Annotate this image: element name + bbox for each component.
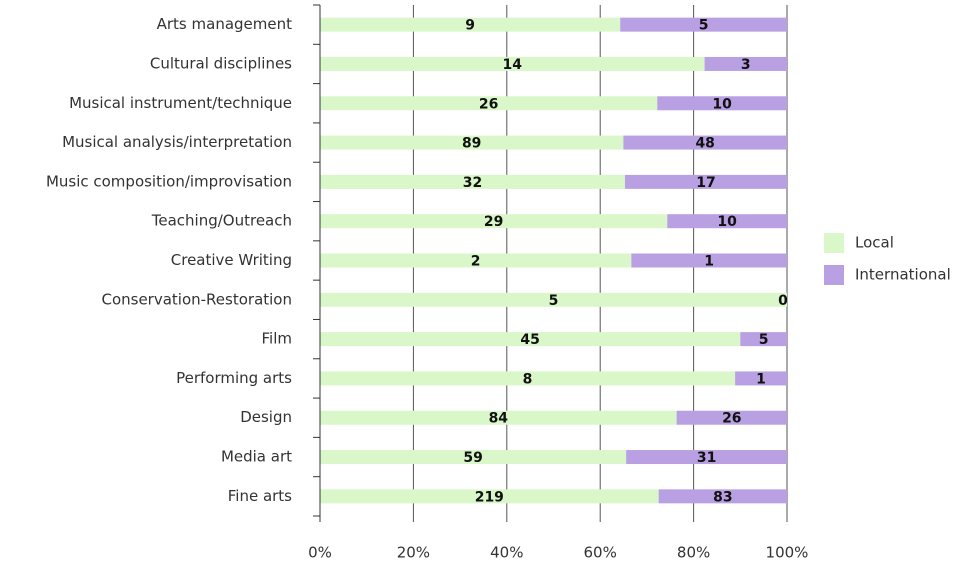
value-label: 45	[520, 332, 539, 348]
x-tick-label: 40%	[490, 544, 523, 562]
value-label: 5	[699, 18, 709, 34]
value-label: 83	[713, 489, 732, 505]
bar-segment	[623, 135, 787, 150]
y-tick-label: Conservation-Restoration	[101, 290, 292, 308]
legend-swatch	[824, 265, 844, 285]
value-label: 5	[759, 332, 769, 348]
legend-label: International	[855, 266, 951, 284]
bar-segment	[320, 371, 736, 386]
value-label: 1	[756, 371, 766, 387]
value-label: 32	[463, 175, 482, 191]
bar-segment	[320, 253, 632, 268]
x-tick-label: 0%	[308, 544, 332, 562]
value-label: 48	[695, 136, 714, 152]
y-tick-label: Music composition/improvisation	[46, 172, 292, 190]
value-label: 1	[704, 254, 714, 270]
value-label: 26	[722, 411, 741, 427]
value-label: 9	[465, 18, 475, 34]
value-label: 10	[712, 96, 732, 112]
value-label: 17	[696, 175, 715, 191]
bar-segment	[735, 371, 787, 386]
y-tick-label: Fine arts	[228, 487, 292, 505]
bar-segment	[657, 96, 787, 111]
legend-swatch	[824, 233, 844, 253]
y-tick-label: Performing arts	[176, 369, 292, 387]
value-label: 89	[462, 136, 481, 152]
value-label: 10	[717, 214, 737, 230]
bar-segment	[631, 253, 787, 268]
bar-segment	[320, 410, 677, 425]
value-label: 3	[741, 57, 751, 73]
x-tick-label: 100%	[766, 544, 809, 562]
x-tick-label: 20%	[397, 544, 430, 562]
value-label: 5	[549, 293, 559, 309]
value-label: 8	[523, 371, 533, 387]
bar-segment	[626, 450, 787, 465]
value-label: 29	[484, 214, 503, 230]
value-label: 26	[479, 96, 498, 112]
y-tick-label: Cultural disciplines	[150, 54, 292, 72]
bar-segment	[320, 214, 668, 229]
bar-segment	[320, 332, 741, 347]
value-label: 59	[463, 450, 482, 466]
bar-segment	[320, 56, 705, 71]
value-label: 14	[503, 57, 523, 73]
bar-segment	[676, 410, 787, 425]
bar-segment	[320, 17, 621, 32]
bar-segment	[658, 489, 787, 504]
bar-segment	[320, 450, 627, 465]
y-tick-label: Teaching/Outreach	[151, 212, 292, 230]
bar-segment	[320, 489, 659, 504]
bar-segment	[740, 332, 787, 347]
y-tick-label: Musical analysis/interpretation	[62, 133, 292, 151]
bar-segment	[320, 174, 625, 189]
y-tick-label: Design	[240, 408, 292, 426]
y-tick-label: Musical instrument/technique	[69, 94, 292, 112]
bar-segment	[624, 174, 787, 189]
x-tick-label: 80%	[677, 544, 710, 562]
y-tick-label: Arts management	[157, 15, 292, 33]
bar-segment	[320, 292, 787, 307]
bar-segment	[667, 214, 787, 229]
bar-segment	[320, 135, 624, 150]
value-label: 2	[471, 254, 481, 270]
bar-segment	[620, 17, 787, 32]
legend-label: Local	[855, 234, 894, 252]
y-tick-label: Media art	[221, 448, 292, 466]
x-tick-label: 60%	[584, 544, 617, 562]
bar-segment	[320, 96, 658, 111]
value-label: 84	[489, 411, 509, 427]
value-label: 219	[475, 489, 504, 505]
y-tick-label: Creative Writing	[171, 251, 292, 269]
value-label: 0	[778, 293, 788, 309]
value-label: 31	[697, 450, 716, 466]
y-tick-label: Film	[262, 330, 292, 348]
bar-segment	[704, 56, 787, 71]
